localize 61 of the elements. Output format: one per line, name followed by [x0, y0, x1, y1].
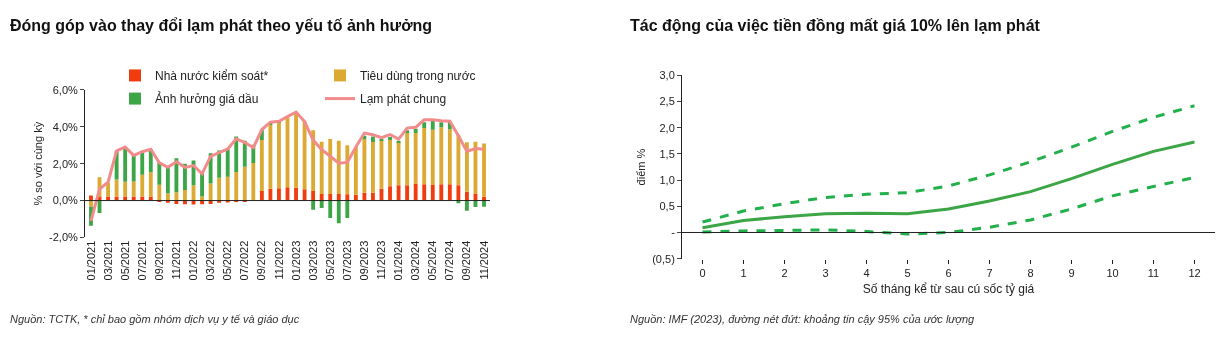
- y-tick-label: 2,0: [659, 121, 675, 134]
- x-tick-label: 11/2023: [375, 240, 388, 280]
- x-tick-label: 09/2022: [255, 240, 268, 281]
- x-tick-label: 05/2023: [323, 240, 336, 281]
- x-tick-label: 05/2021: [118, 240, 131, 281]
- y-tick-label: -: [671, 226, 676, 239]
- y-tick-label: 0,0%: [52, 194, 79, 207]
- x-tick-label: 11/2021: [169, 240, 182, 280]
- legend-label: Tiêu dùng trong nước: [360, 69, 476, 84]
- x-tick-label: 7: [986, 266, 993, 279]
- y-tick-label: 0,5: [659, 200, 675, 213]
- y-tick-label: 4,0%: [52, 120, 79, 133]
- chart-title: Tác động của việc tiền đồng mất giá 10% lên lạm phát: [630, 17, 1041, 34]
- x-tick-label: 3: [822, 266, 829, 279]
- y-tick-label: 1,5: [659, 147, 675, 160]
- x-tick-label: 07/2022: [238, 240, 251, 281]
- y-axis-title: điểm %: [634, 148, 647, 186]
- x-tick-label: 09/2024: [460, 240, 473, 281]
- chart-title: Đóng góp vào thay đổi lạm phát theo yếu tố ảnh hưởng: [10, 17, 433, 34]
- x-tick-label: 8: [1027, 266, 1034, 279]
- x-tick-label: 1: [740, 266, 747, 279]
- x-tick-label: 6: [945, 266, 952, 279]
- x-tick-label: 05/2022: [221, 240, 234, 281]
- x-tick-label: 11/2022: [272, 240, 285, 280]
- x-tick-label: 12: [1188, 266, 1201, 279]
- y-tick-label: 2,5: [659, 95, 675, 108]
- x-axis-title: Số tháng kể từ sau cú sốc tỷ giá: [862, 281, 1035, 296]
- legend-label: Lạm phát chung: [360, 92, 447, 107]
- x-tick-label: 10: [1106, 266, 1119, 279]
- x-tick-label: 01/2022: [187, 240, 200, 281]
- text: Nguồn: IMF (2023), đường nét đứt: khoảng tin cậy 95% của ước lượng: [630, 313, 976, 325]
- y-tick-label: 1,0: [659, 174, 675, 186]
- y-tick-label: -2,0%: [49, 231, 78, 244]
- x-tick-label: 4: [863, 266, 870, 279]
- x-tick-label: 03/2024: [409, 240, 422, 281]
- x-tick-label: 01/2021: [84, 240, 97, 281]
- x-tick-label: 9: [1068, 266, 1075, 279]
- y-tick-label: 6,0%: [52, 83, 79, 96]
- x-tick-label: 05/2024: [426, 240, 439, 281]
- legend-label: Ảnh hưởng giá dầu: [155, 91, 259, 107]
- y-axis-title: % so với cùng kỳ: [31, 121, 44, 206]
- x-tick-label: 09/2023: [357, 240, 370, 281]
- y-tick-label: 2,0%: [52, 157, 79, 170]
- x-tick-label: 0: [699, 266, 706, 279]
- x-tick-label: 5: [904, 266, 911, 279]
- x-tick-label: 07/2021: [135, 240, 148, 281]
- x-tick-label: 01/2024: [392, 240, 405, 281]
- x-tick-label: 11/2024: [477, 240, 490, 280]
- text: Nguồn: TCTK, * chỉ bao gồm nhóm dịch vụ y tế và giáo dục: [10, 313, 300, 325]
- x-tick-label: 09/2021: [152, 240, 165, 281]
- x-tick-label: 07/2024: [443, 240, 456, 281]
- y-tick-label: 3,0: [659, 69, 675, 82]
- x-tick-label: 03/2021: [101, 240, 114, 281]
- x-tick-label: 01/2023: [289, 240, 302, 281]
- x-tick-label: 2: [781, 266, 788, 279]
- y-tick-label: (0,5): [652, 252, 675, 265]
- x-tick-label: 03/2023: [306, 240, 319, 281]
- x-tick-label: 03/2022: [204, 240, 217, 281]
- legend-label: Nhà nước kiểm soát*: [155, 69, 269, 84]
- x-tick-label: 07/2023: [340, 240, 353, 281]
- x-tick-label: 11: [1147, 266, 1160, 279]
